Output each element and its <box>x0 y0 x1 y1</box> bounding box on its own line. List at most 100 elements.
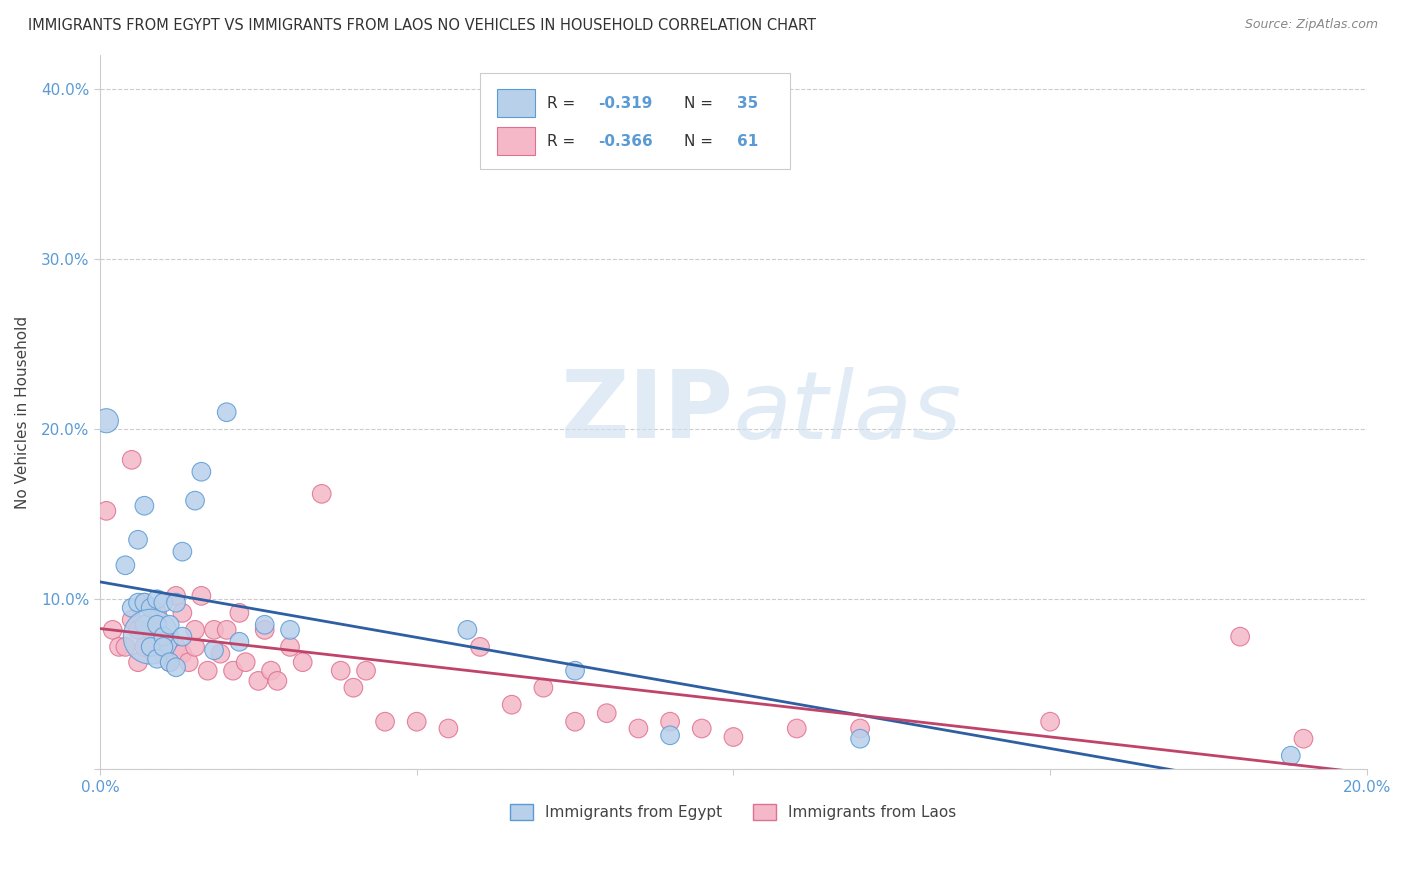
Text: Source: ZipAtlas.com: Source: ZipAtlas.com <box>1244 18 1378 31</box>
Point <box>1039 714 1062 729</box>
Point <box>266 673 288 688</box>
Text: IMMIGRANTS FROM EGYPT VS IMMIGRANTS FROM LAOS NO VEHICLES IN HOUSEHOLD CORRELATI: IMMIGRANTS FROM EGYPT VS IMMIGRANTS FROM… <box>28 18 815 33</box>
Point <box>1292 731 1315 746</box>
Point <box>172 606 194 620</box>
Point <box>146 606 169 620</box>
Text: 61: 61 <box>737 134 758 149</box>
Legend: Immigrants from Egypt, Immigrants from Laos: Immigrants from Egypt, Immigrants from L… <box>505 797 963 826</box>
Point <box>291 655 314 669</box>
Point <box>146 592 169 607</box>
Point <box>152 630 174 644</box>
Point <box>659 728 682 742</box>
Text: R =: R = <box>547 134 581 149</box>
Text: -0.366: -0.366 <box>598 134 652 149</box>
Point <box>342 681 364 695</box>
Point <box>190 589 212 603</box>
Point <box>146 652 169 666</box>
Point <box>172 647 194 661</box>
Point <box>786 722 808 736</box>
Point <box>849 722 872 736</box>
Point <box>190 465 212 479</box>
Point <box>253 617 276 632</box>
Point <box>152 640 174 654</box>
Point <box>184 623 207 637</box>
Point <box>405 714 427 729</box>
FancyBboxPatch shape <box>496 88 534 117</box>
Point <box>1279 748 1302 763</box>
Point <box>146 617 169 632</box>
Point <box>278 640 301 654</box>
Point <box>165 660 187 674</box>
Point <box>96 414 118 428</box>
Point <box>253 623 276 637</box>
Y-axis label: No Vehicles in Household: No Vehicles in Household <box>15 316 30 508</box>
Point <box>165 589 187 603</box>
Point <box>114 640 136 654</box>
Point <box>139 640 162 654</box>
Point <box>468 640 491 654</box>
Point <box>564 664 586 678</box>
Point <box>228 634 250 648</box>
Point <box>121 613 143 627</box>
FancyBboxPatch shape <box>479 73 790 169</box>
Point <box>159 640 181 654</box>
Point <box>690 722 713 736</box>
Point <box>159 655 181 669</box>
Point <box>374 714 396 729</box>
Point <box>134 596 156 610</box>
Point <box>146 640 169 654</box>
Point <box>1229 630 1251 644</box>
Text: R =: R = <box>547 95 581 111</box>
Text: ZIP: ZIP <box>561 367 734 458</box>
Point <box>177 655 200 669</box>
Point <box>152 596 174 610</box>
Point <box>108 640 131 654</box>
Point <box>329 664 352 678</box>
Point <box>134 640 156 654</box>
Point <box>127 533 149 547</box>
Point <box>165 596 187 610</box>
Point <box>101 623 124 637</box>
Point <box>311 487 333 501</box>
Point <box>354 664 377 678</box>
Point <box>202 643 225 657</box>
Point <box>121 453 143 467</box>
Point <box>121 600 143 615</box>
Point <box>437 722 460 736</box>
Point <box>260 664 283 678</box>
Point <box>501 698 523 712</box>
Point <box>165 640 187 654</box>
Point <box>152 640 174 654</box>
Point <box>134 499 156 513</box>
Point <box>127 596 149 610</box>
Point <box>127 623 149 637</box>
Point <box>159 655 181 669</box>
Point <box>127 655 149 669</box>
Point <box>139 630 162 644</box>
FancyBboxPatch shape <box>496 127 534 155</box>
Point <box>564 714 586 729</box>
Point <box>114 558 136 573</box>
Point <box>247 673 270 688</box>
Point <box>139 600 162 615</box>
Point <box>596 706 619 721</box>
Point <box>531 681 554 695</box>
Point <box>228 606 250 620</box>
Point <box>134 596 156 610</box>
Point <box>659 714 682 729</box>
Point <box>139 623 162 637</box>
Point <box>215 623 238 637</box>
Point <box>209 647 232 661</box>
Point <box>184 640 207 654</box>
Text: -0.319: -0.319 <box>598 95 652 111</box>
Point <box>172 544 194 558</box>
Point <box>172 630 194 644</box>
Point <box>134 617 156 632</box>
Text: N =: N = <box>683 134 718 149</box>
Text: atlas: atlas <box>734 367 962 458</box>
Point <box>152 647 174 661</box>
Text: 35: 35 <box>737 95 758 111</box>
Point <box>456 623 478 637</box>
Point <box>96 504 118 518</box>
Point <box>184 493 207 508</box>
